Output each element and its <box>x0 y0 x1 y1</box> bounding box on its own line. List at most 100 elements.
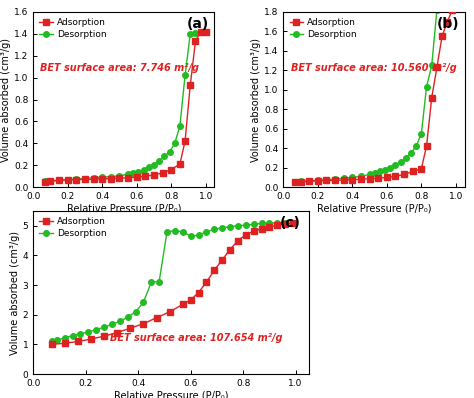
Line: Adsorption: Adsorption <box>43 29 209 184</box>
Y-axis label: Volume absorbed (cm³/g): Volume absorbed (cm³/g) <box>10 230 20 355</box>
Adsorption <box>401 172 407 177</box>
Desorption <box>453 5 459 10</box>
Adsorption <box>315 178 320 183</box>
Adsorption <box>251 229 256 234</box>
X-axis label: Relative Pressure (P/P₀): Relative Pressure (P/P₀) <box>317 204 431 214</box>
Desorption <box>387 165 393 170</box>
Desorption <box>203 229 209 234</box>
Desorption <box>203 29 209 34</box>
Adsorption <box>410 169 416 174</box>
Desorption <box>392 162 398 167</box>
Adsorption <box>235 238 241 243</box>
Adsorption <box>266 224 272 229</box>
Desorption <box>156 158 162 163</box>
Text: BET surface area: 7.746 m²/g: BET surface area: 7.746 m²/g <box>40 63 200 73</box>
Adsorption <box>332 178 338 183</box>
Adsorption <box>243 232 248 237</box>
Text: (c): (c) <box>280 216 301 230</box>
Adsorption <box>114 330 120 335</box>
Adsorption <box>75 339 81 344</box>
Legend: Adsorption, Desorption: Adsorption, Desorption <box>38 16 108 41</box>
Desorption <box>439 7 445 12</box>
Adsorption <box>445 19 450 24</box>
Adsorption <box>88 337 94 341</box>
Adsorption <box>384 175 390 180</box>
Adsorption <box>196 290 201 295</box>
Desorption <box>403 156 409 160</box>
Desorption <box>130 170 136 175</box>
Desorption <box>148 280 154 285</box>
Adsorption <box>259 226 264 231</box>
Desorption <box>180 229 186 234</box>
Desorption <box>93 327 99 332</box>
Desorption <box>70 333 75 338</box>
Adsorption <box>298 179 303 184</box>
Desorption <box>266 221 272 226</box>
Desorption <box>162 154 167 159</box>
Adsorption <box>450 8 456 12</box>
X-axis label: Relative Pressure (P/P₀): Relative Pressure (P/P₀) <box>114 391 228 398</box>
Line: Desorption: Desorption <box>49 220 296 344</box>
Adsorption <box>168 167 174 172</box>
Desorption <box>125 172 131 176</box>
Desorption <box>274 220 280 225</box>
Text: (b): (b) <box>437 17 459 31</box>
Desorption <box>151 163 157 168</box>
Desorption <box>349 175 355 180</box>
X-axis label: Relative Pressure (P/P₀): Relative Pressure (P/P₀) <box>66 204 181 214</box>
Desorption <box>182 73 188 78</box>
Adsorption <box>134 175 139 179</box>
Adsorption <box>375 176 381 181</box>
Adsorption <box>274 223 280 228</box>
Adsorption <box>56 178 62 183</box>
Desorption <box>413 144 419 148</box>
Adsorption <box>128 326 133 330</box>
Desorption <box>235 223 241 228</box>
Desorption <box>101 325 107 330</box>
Desorption <box>146 165 152 170</box>
Desorption <box>108 174 114 179</box>
Y-axis label: Volume absorbed (cm³/g): Volume absorbed (cm³/g) <box>251 37 261 162</box>
Desorption <box>382 167 388 172</box>
Adsorption <box>429 95 435 100</box>
Adsorption <box>424 144 429 148</box>
Desorption <box>156 279 162 284</box>
Adsorption <box>49 342 55 347</box>
Desorption <box>445 6 450 10</box>
Adsorption <box>439 34 445 39</box>
Desorption <box>117 174 122 178</box>
Desorption <box>91 176 96 180</box>
Adsorption <box>182 139 188 144</box>
Desorption <box>54 338 60 342</box>
Desorption <box>117 319 123 324</box>
Desorption <box>192 30 198 35</box>
Adsorption <box>108 176 114 181</box>
Adsorption <box>306 179 312 183</box>
Adsorption <box>42 179 48 184</box>
Adsorption <box>141 321 146 326</box>
Desorption <box>358 174 364 179</box>
Desorption <box>377 169 383 174</box>
Desorption <box>136 170 141 174</box>
Adsorption <box>143 174 148 178</box>
Adsorption <box>73 177 79 182</box>
Desorption <box>85 330 91 334</box>
Desorption <box>187 31 193 36</box>
Desorption <box>49 339 55 344</box>
Y-axis label: Volume absorbed (cm³/g): Volume absorbed (cm³/g) <box>1 37 11 162</box>
Adsorption <box>117 176 122 180</box>
Adsorption <box>219 258 225 262</box>
Desorption <box>62 336 67 340</box>
Desorption <box>109 322 115 327</box>
Adsorption <box>65 178 71 182</box>
Desorption <box>73 177 79 181</box>
Adsorption <box>341 178 346 182</box>
Adsorption <box>324 178 329 183</box>
Adsorption <box>283 222 288 227</box>
Line: Desorption: Desorption <box>43 29 209 184</box>
Legend: Adsorption, Desorption: Adsorption, Desorption <box>288 16 358 41</box>
Desorption <box>332 177 338 181</box>
Desorption <box>172 141 178 146</box>
Adsorption <box>160 170 165 175</box>
Adsorption <box>101 334 107 339</box>
